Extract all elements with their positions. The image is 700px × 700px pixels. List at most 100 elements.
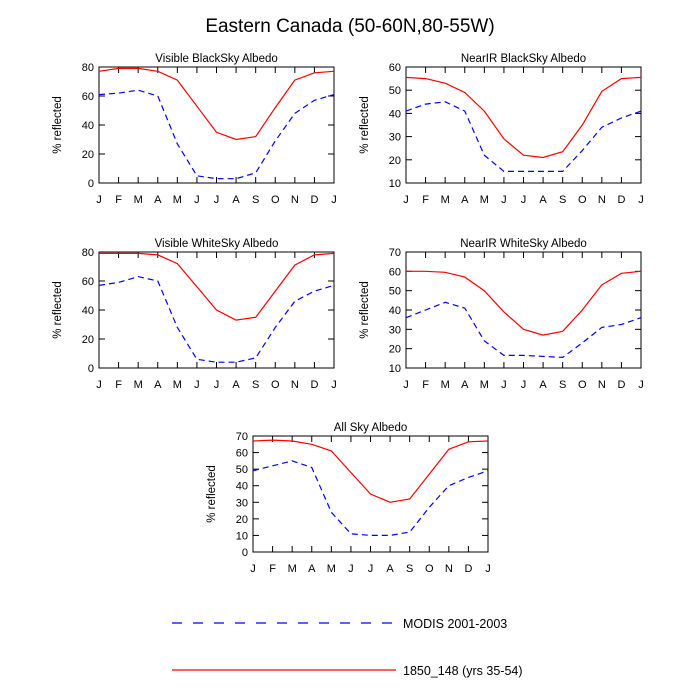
x-tick-label: N xyxy=(291,379,299,391)
panel-3: Visible WhiteSky Albedo % reflected 0 20 40 6… xyxy=(52,238,337,391)
x-tick-label: M xyxy=(441,379,450,391)
x-tick-label: A xyxy=(461,194,469,206)
x-tick-label: A xyxy=(154,194,162,206)
x-tick-label: J xyxy=(521,194,527,206)
x-tick-label: O xyxy=(578,194,587,206)
x-tick-label: M xyxy=(134,194,143,206)
y-tick-label: 20 xyxy=(82,149,94,161)
panel-title: NearIR BlackSky Albedo xyxy=(461,53,586,65)
y-tick-label: 20 xyxy=(82,334,94,346)
y-tick-label: 70 xyxy=(236,431,248,443)
x-tick-label: M xyxy=(173,379,182,391)
series-line-model xyxy=(405,76,642,159)
x-tick-label: J xyxy=(214,194,220,206)
x-tick-label: J xyxy=(194,194,200,206)
x-tick-label: J xyxy=(638,194,644,206)
series-line-modis xyxy=(252,460,489,537)
x-tick-label: J xyxy=(521,379,527,391)
y-tick-label: 80 xyxy=(82,62,94,74)
x-tick-label: A xyxy=(154,379,162,391)
x-tick-label: D xyxy=(617,194,625,206)
x-tick-label: O xyxy=(578,379,587,391)
plot-frame xyxy=(405,66,642,184)
x-tick-label: F xyxy=(422,194,429,206)
x-tick-label: S xyxy=(559,194,566,206)
x-tick-label: J xyxy=(348,563,354,575)
y-tick-label: 0 xyxy=(88,178,94,190)
series-line-modis xyxy=(98,89,335,180)
x-tick-label: J xyxy=(194,379,200,391)
x-tick-label: A xyxy=(539,379,547,391)
x-tick-label: J xyxy=(638,379,644,391)
figure-title: Eastern Canada (50-60N,80-55W) xyxy=(205,16,494,37)
y-tick-label: 10 xyxy=(389,178,401,190)
series-line-modis xyxy=(405,301,642,359)
y-tick-label: 40 xyxy=(82,120,94,132)
series-line-model xyxy=(99,252,335,321)
panel-5: All Sky Albedo % reflected 0 10 20 30 40 50 60 70… xyxy=(206,422,491,575)
y-tick-label: 60 xyxy=(236,448,248,460)
x-tick-label: O xyxy=(425,563,434,575)
x-tick-label: A xyxy=(232,379,240,391)
x-tick-label: D xyxy=(310,379,318,391)
y-tick-label: 0 xyxy=(242,547,248,559)
y-tick-label: 10 xyxy=(236,530,248,542)
y-tick-label: 0 xyxy=(88,363,94,375)
y-tick-label: 40 xyxy=(236,481,248,493)
x-tick-label: A xyxy=(461,379,469,391)
x-tick-label: S xyxy=(252,379,259,391)
y-tick-label: 20 xyxy=(389,344,401,356)
y-tick-label: 60 xyxy=(389,266,401,278)
x-tick-label: N xyxy=(598,194,606,206)
y-axis-label: % reflected xyxy=(359,96,371,154)
y-tick-label: 40 xyxy=(389,305,401,317)
x-tick-label: D xyxy=(617,379,625,391)
x-tick-label: S xyxy=(252,194,259,206)
x-tick-label: F xyxy=(422,379,429,391)
x-tick-label: F xyxy=(115,194,122,206)
y-axis-label: % reflected xyxy=(52,96,64,154)
x-tick-label: M xyxy=(480,379,489,391)
series-line-model xyxy=(252,439,489,503)
y-axis-label: % reflected xyxy=(52,281,64,339)
x-tick-label: A xyxy=(308,563,316,575)
y-tick-label: 50 xyxy=(236,464,248,476)
x-tick-label: J xyxy=(368,563,374,575)
legend-label: MODIS 2001-2003 xyxy=(403,617,507,631)
series-line-model xyxy=(406,270,642,336)
series-line-model xyxy=(98,67,335,141)
y-tick-label: 60 xyxy=(82,91,94,103)
series-line-modis xyxy=(98,275,335,363)
x-tick-label: N xyxy=(291,194,299,206)
x-tick-label: M xyxy=(288,563,297,575)
x-tick-label: N xyxy=(445,563,453,575)
plot-frame xyxy=(405,251,642,369)
x-tick-label: J xyxy=(214,379,220,391)
y-axis-label: % reflected xyxy=(206,465,218,523)
x-tick-label: J xyxy=(96,379,102,391)
x-tick-label: M xyxy=(134,379,143,391)
y-tick-label: 30 xyxy=(389,132,401,144)
x-tick-label: A xyxy=(232,194,240,206)
x-tick-label: F xyxy=(115,379,122,391)
panel-title: NearIR WhiteSky Albedo xyxy=(460,238,587,250)
y-tick-label: 40 xyxy=(82,305,94,317)
x-tick-label: J xyxy=(331,194,337,206)
x-tick-label: O xyxy=(271,194,280,206)
x-tick-label: A xyxy=(539,194,547,206)
y-tick-label: 30 xyxy=(389,324,401,336)
x-tick-label: M xyxy=(480,194,489,206)
panel-2: NearIR BlackSky Albedo % reflected 10 20 30 4… xyxy=(359,53,644,206)
panel-title: All Sky Albedo xyxy=(334,422,408,434)
y-tick-label: 50 xyxy=(389,85,401,97)
x-tick-label: A xyxy=(386,563,394,575)
y-tick-label: 70 xyxy=(389,247,401,259)
x-tick-label: J xyxy=(485,563,491,575)
x-tick-label: S xyxy=(406,563,413,575)
x-tick-label: D xyxy=(464,563,472,575)
plot-frame xyxy=(98,66,335,184)
series-line-modis xyxy=(405,101,642,172)
y-tick-label: 20 xyxy=(389,155,401,167)
x-tick-label: M xyxy=(441,194,450,206)
